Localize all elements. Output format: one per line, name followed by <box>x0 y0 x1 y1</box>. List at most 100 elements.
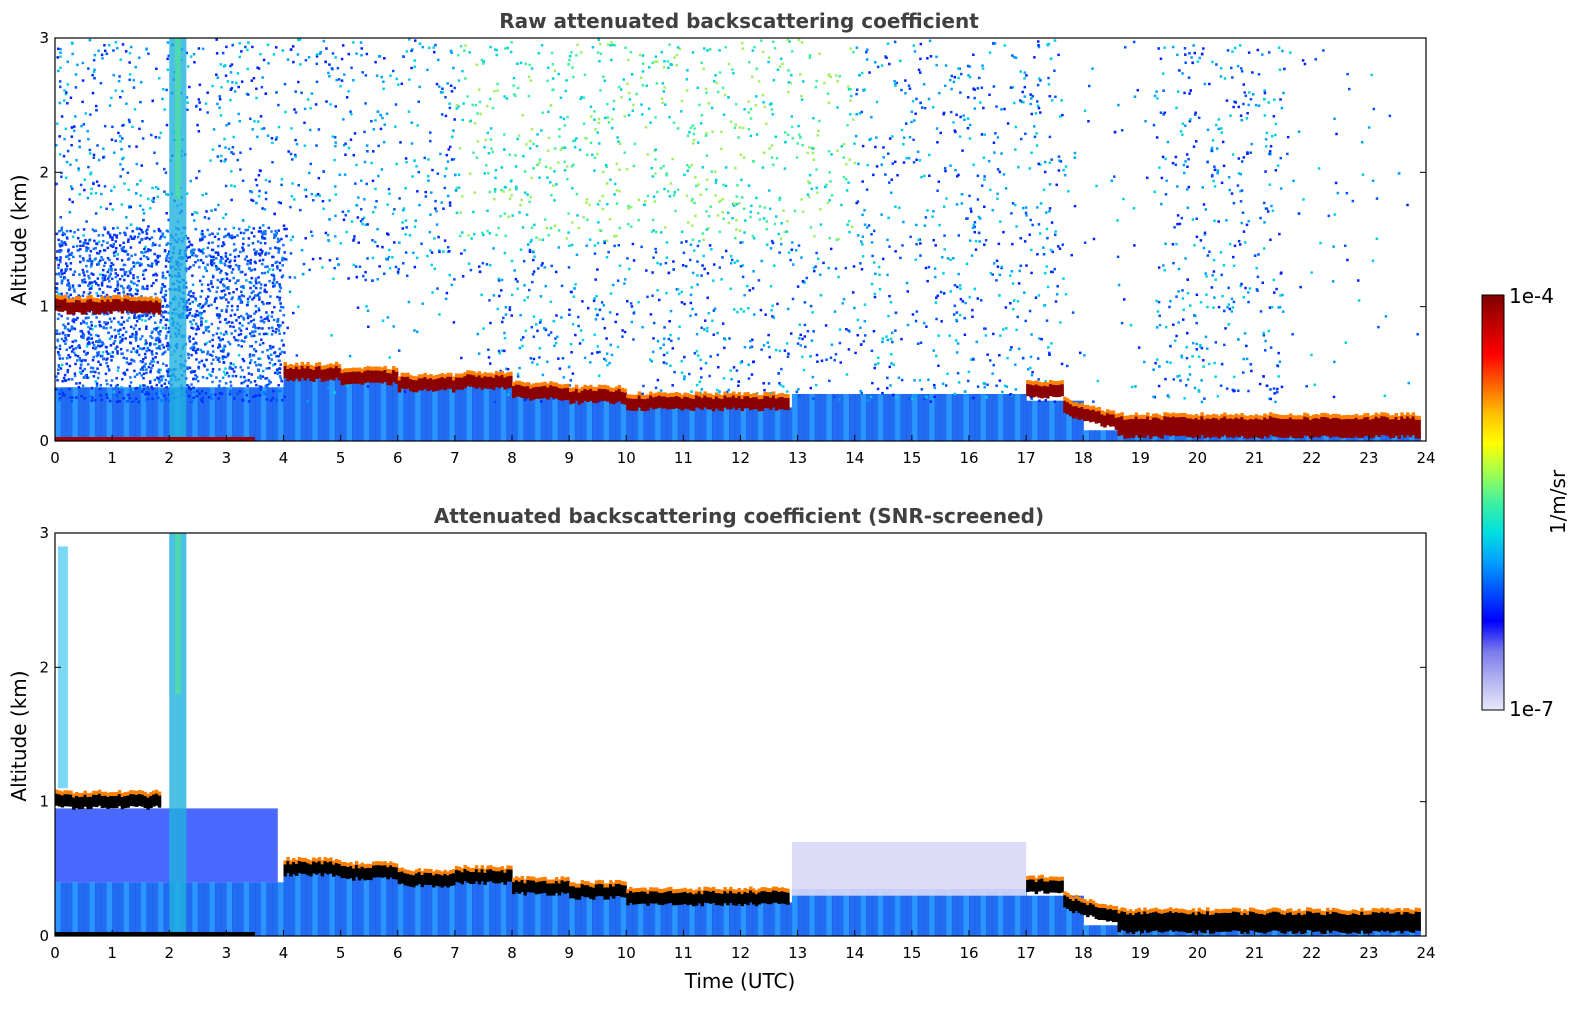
noise-speck <box>1310 271 1313 274</box>
noise-speck <box>1189 89 1192 92</box>
noise-speck <box>1087 119 1090 123</box>
noise-speck <box>568 58 571 62</box>
noise-speck <box>743 231 746 234</box>
noise-speck <box>502 316 505 320</box>
noise-speck <box>967 370 971 374</box>
noise-speck <box>189 265 192 269</box>
noise-speck <box>286 326 289 330</box>
boundary-layer-cell <box>1088 430 1096 441</box>
noise-speck <box>258 259 262 262</box>
noise-speck <box>120 147 123 151</box>
noise-speck <box>95 263 99 266</box>
noise-speck <box>549 181 552 184</box>
noise-speck <box>1161 72 1165 75</box>
noise-speck <box>229 98 232 102</box>
noise-speck <box>1206 305 1209 309</box>
noise-speck <box>1203 233 1207 236</box>
noise-speck <box>791 297 795 301</box>
noise-speck <box>827 266 830 270</box>
noise-speck <box>109 344 113 347</box>
noise-speck <box>1057 245 1060 248</box>
noise-speck <box>272 389 275 393</box>
boundary-layer-cell <box>346 381 353 441</box>
noise-speck <box>453 118 456 121</box>
noise-speck <box>423 156 427 160</box>
noise-speck <box>729 254 733 258</box>
noise-speck <box>125 310 129 313</box>
noise-speck <box>659 263 662 266</box>
noise-speck <box>211 148 215 151</box>
noise-speck <box>503 185 507 189</box>
noise-speck <box>811 375 815 379</box>
noise-speck <box>268 279 271 283</box>
noise-speck <box>894 311 898 315</box>
noise-speck <box>106 312 109 316</box>
noise-speck <box>277 229 280 232</box>
noise-speck <box>778 65 782 68</box>
noise-speck <box>583 73 587 77</box>
noise-speck <box>488 190 492 194</box>
noise-speck <box>539 295 543 298</box>
noise-speck <box>497 277 501 281</box>
noise-speck <box>885 56 888 60</box>
noise-speck <box>197 130 201 133</box>
noise-speck <box>277 329 281 332</box>
noise-speck <box>228 342 232 346</box>
noise-speck <box>82 228 86 231</box>
noise-speck <box>94 191 98 195</box>
noise-speck <box>352 78 355 82</box>
noise-speck <box>1225 219 1228 222</box>
noise-speck <box>1377 325 1380 329</box>
noise-speck <box>1242 357 1246 361</box>
noise-speck <box>119 340 123 343</box>
noise-speck <box>627 204 630 208</box>
boundary-layer-cell <box>1014 393 1022 441</box>
noise-speck <box>242 237 245 240</box>
noise-speck <box>315 55 319 58</box>
noise-speck <box>923 174 926 178</box>
noise-speck <box>218 345 222 348</box>
noise-speck <box>931 105 935 109</box>
noise-speck <box>976 198 980 201</box>
noise-speck <box>601 170 605 174</box>
noise-speck <box>897 376 901 380</box>
noise-speck <box>212 350 215 353</box>
boundary-layer-cell <box>517 396 525 441</box>
noise-speck <box>256 120 260 123</box>
boundary-layer-cell <box>803 393 810 441</box>
noise-speck <box>347 209 350 213</box>
boundary-layer-cell <box>557 396 565 441</box>
noise-speck <box>333 266 336 270</box>
noise-speck <box>328 258 332 262</box>
noise-speck <box>900 378 904 382</box>
noise-speck <box>83 188 86 192</box>
noise-speck <box>78 356 82 360</box>
noise-speck <box>185 299 189 303</box>
noise-speck <box>1037 44 1040 47</box>
noise-speck <box>99 273 102 276</box>
noise-speck <box>910 397 914 401</box>
noise-speck <box>686 221 690 224</box>
noise-speck <box>787 90 790 94</box>
noise-speck <box>579 329 583 332</box>
noise-speck <box>271 264 274 267</box>
noise-speck <box>59 367 63 370</box>
noise-speck <box>964 301 967 305</box>
noise-speck <box>1036 357 1040 360</box>
noise-speck <box>1010 212 1013 215</box>
noise-speck <box>884 173 887 176</box>
noise-speck <box>991 208 995 212</box>
boundary-layer-cell <box>89 387 96 441</box>
noise-speck <box>963 390 967 393</box>
noise-speck <box>100 398 104 402</box>
noise-speck <box>211 380 214 384</box>
noise-speck <box>844 266 848 270</box>
noise-speck <box>1044 399 1048 402</box>
noise-speck <box>571 139 575 143</box>
noise-speck <box>795 156 799 159</box>
noise-speck <box>1263 97 1266 101</box>
noise-speck <box>842 175 846 179</box>
noise-speck <box>258 298 261 301</box>
noise-speck <box>240 381 243 385</box>
noise-speck <box>769 284 773 288</box>
